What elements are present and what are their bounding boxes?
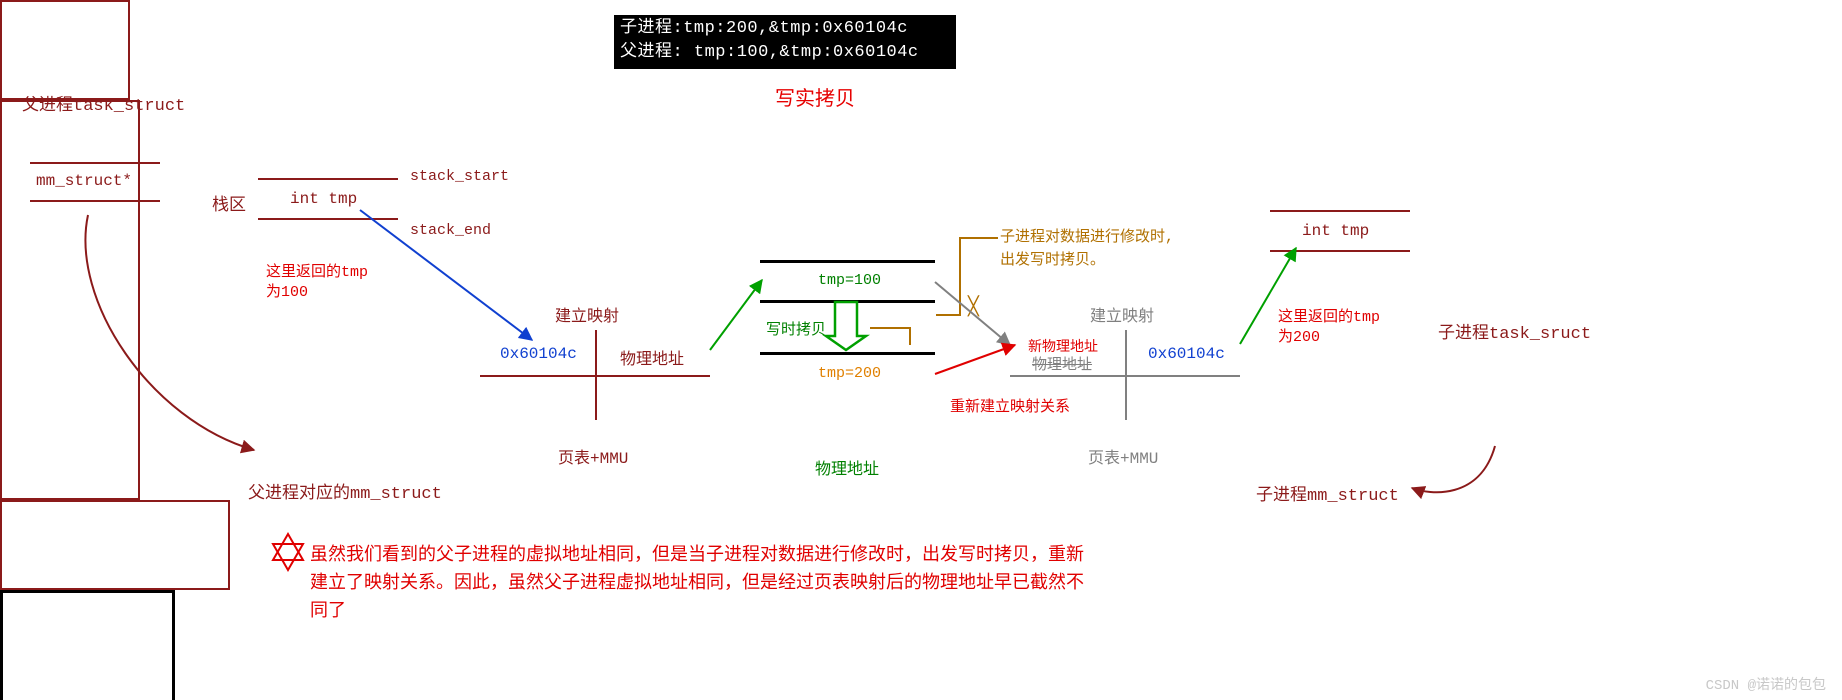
child-tmp-note-1: 这里返回的tmp (1278, 305, 1380, 326)
parent-mm-caption: 父进程对应的mm_struct (248, 478, 442, 504)
child-mm-caption: 子进程mm_struct (1256, 480, 1399, 506)
phys-row1 (760, 260, 935, 263)
parent-mm-box (0, 100, 140, 500)
parent-task-row-top (30, 162, 160, 164)
left-pt-phys: 物理地址 (620, 345, 684, 369)
right-pt-oldphys: 物理地址 (1032, 353, 1092, 374)
summary-l3: 同了 (310, 596, 346, 622)
phys-row3 (760, 352, 935, 355)
parent-tmp-note-1: 这里返回的tmp (266, 260, 368, 281)
phys-caption: 物理地址 (815, 455, 879, 479)
parent-task-label: 父进程task_struct (22, 90, 185, 116)
connectors (0, 0, 1842, 700)
parent-mm-stack-top (258, 178, 398, 180)
phys-row2 (760, 300, 935, 303)
summary-l2: 建立了映射关系。因此，虽然父子进程虚拟地址相同，但是经过页表映射后的物理地址早已… (310, 568, 1084, 594)
parent-task-row-bot (30, 200, 160, 202)
left-pt-addr: 0x60104c (500, 345, 577, 363)
left-pt-caption: 页表+MMU (558, 444, 628, 468)
reestablish-label: 重新建立映射关系 (950, 395, 1070, 416)
cow-note-l1: 子进程对数据进行修改时, (1000, 225, 1174, 246)
child-task-label: 子进程task_sruct (1438, 318, 1591, 344)
cow-label: 写时拷贝 (766, 318, 826, 339)
parent-mm-stack-bot (258, 218, 398, 220)
child-tmp-note-2: 为200 (1278, 325, 1320, 346)
star-icon (270, 532, 306, 572)
parent-tmp-note-2: 为100 (266, 280, 308, 301)
cow-cross: ╳ (968, 296, 979, 318)
right-pt-caption: 页表+MMU (1088, 444, 1158, 468)
stack-label: 栈区 (212, 190, 246, 216)
left-pt-title: 建立映射 (555, 302, 619, 326)
child-int-tmp: int tmp (1302, 222, 1369, 240)
right-pt-addr: 0x60104c (1148, 345, 1225, 363)
left-pt-box (0, 500, 230, 590)
left-pt-hline (480, 375, 710, 377)
right-pt-hline (1010, 375, 1240, 377)
child-mm-row-top (1270, 210, 1410, 212)
parent-int-tmp: int tmp (290, 190, 357, 208)
terminal-output: 子进程:tmp:200,&tmp:0x60104c 父进程: tmp:100,&… (614, 15, 956, 69)
stack-start-label: stack_start (410, 168, 509, 185)
parent-task-box (0, 0, 130, 100)
terminal-line2: 父进程: tmp:100,&tmp:0x60104c (620, 41, 950, 65)
diagram-title: 写实拷贝 (775, 82, 855, 112)
summary-l1: 虽然我们看到的父子进程的虚拟地址相同，但是当子进程对数据进行修改时，出发写时拷贝… (310, 540, 1084, 566)
phys-box (0, 590, 175, 700)
right-pt-title: 建立映射 (1090, 302, 1154, 326)
phys-tmp200: tmp=200 (818, 365, 881, 382)
terminal-line1: 子进程:tmp:200,&tmp:0x60104c (620, 17, 950, 41)
stack-end-label: stack_end (410, 222, 491, 239)
watermark: CSDN @诺诺的包包 (1706, 674, 1826, 694)
child-mm-row-bot (1270, 250, 1410, 252)
cow-note-l2: 出发写时拷贝。 (1000, 248, 1105, 269)
phys-tmp100: tmp=100 (818, 272, 881, 289)
mm-struct-ptr: mm_struct* (36, 172, 132, 190)
